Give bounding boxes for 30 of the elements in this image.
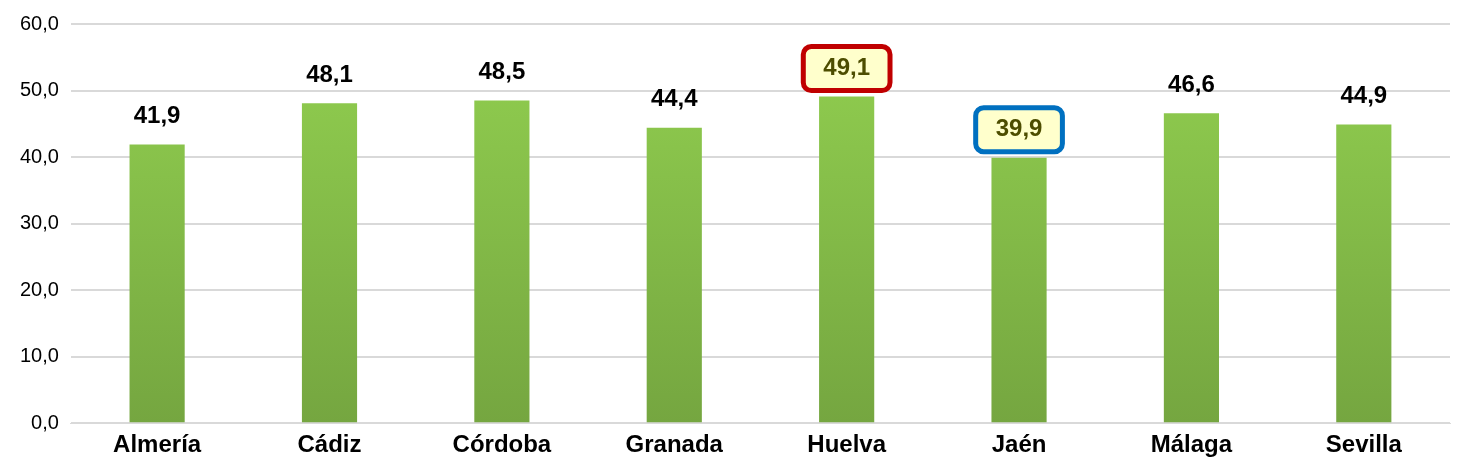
data-label: 49,1 xyxy=(823,53,871,81)
data-label: 41,9 xyxy=(133,101,181,129)
y-tick-label: 10,0 xyxy=(19,344,59,367)
data-label: 46,6 xyxy=(1168,69,1215,97)
x-tick-label: Córdoba xyxy=(452,430,552,458)
x-tick-label: Huelva xyxy=(807,430,887,458)
bar xyxy=(1336,124,1392,423)
data-label: 48,5 xyxy=(478,57,526,85)
data-label: 48,1 xyxy=(306,59,353,87)
bar xyxy=(646,127,702,423)
data-label: 44,9 xyxy=(1340,81,1388,109)
data-label: 39,9 xyxy=(995,114,1043,142)
x-tick-label: Jaén xyxy=(991,430,1047,458)
x-tick-label: Sevilla xyxy=(1325,430,1403,458)
y-tick-label: 50,0 xyxy=(19,78,59,101)
data-label: 44,4 xyxy=(650,84,699,112)
y-tick-label: 40,0 xyxy=(19,144,59,167)
x-tick-label: Almería xyxy=(113,430,202,458)
bar xyxy=(129,144,185,423)
x-tick-label: Cádiz xyxy=(297,430,362,458)
y-tick-label: 0,0 xyxy=(31,410,59,433)
y-tick-label: 30,0 xyxy=(19,211,59,234)
y-tick-label: 20,0 xyxy=(19,277,59,300)
y-tick-label: 60,0 xyxy=(19,11,59,34)
bar xyxy=(474,100,530,423)
bar xyxy=(1163,113,1220,423)
bar xyxy=(819,96,875,423)
x-tick-label: Granada xyxy=(625,430,724,458)
x-tick-label: Málaga xyxy=(1150,430,1233,458)
bar xyxy=(301,103,358,423)
